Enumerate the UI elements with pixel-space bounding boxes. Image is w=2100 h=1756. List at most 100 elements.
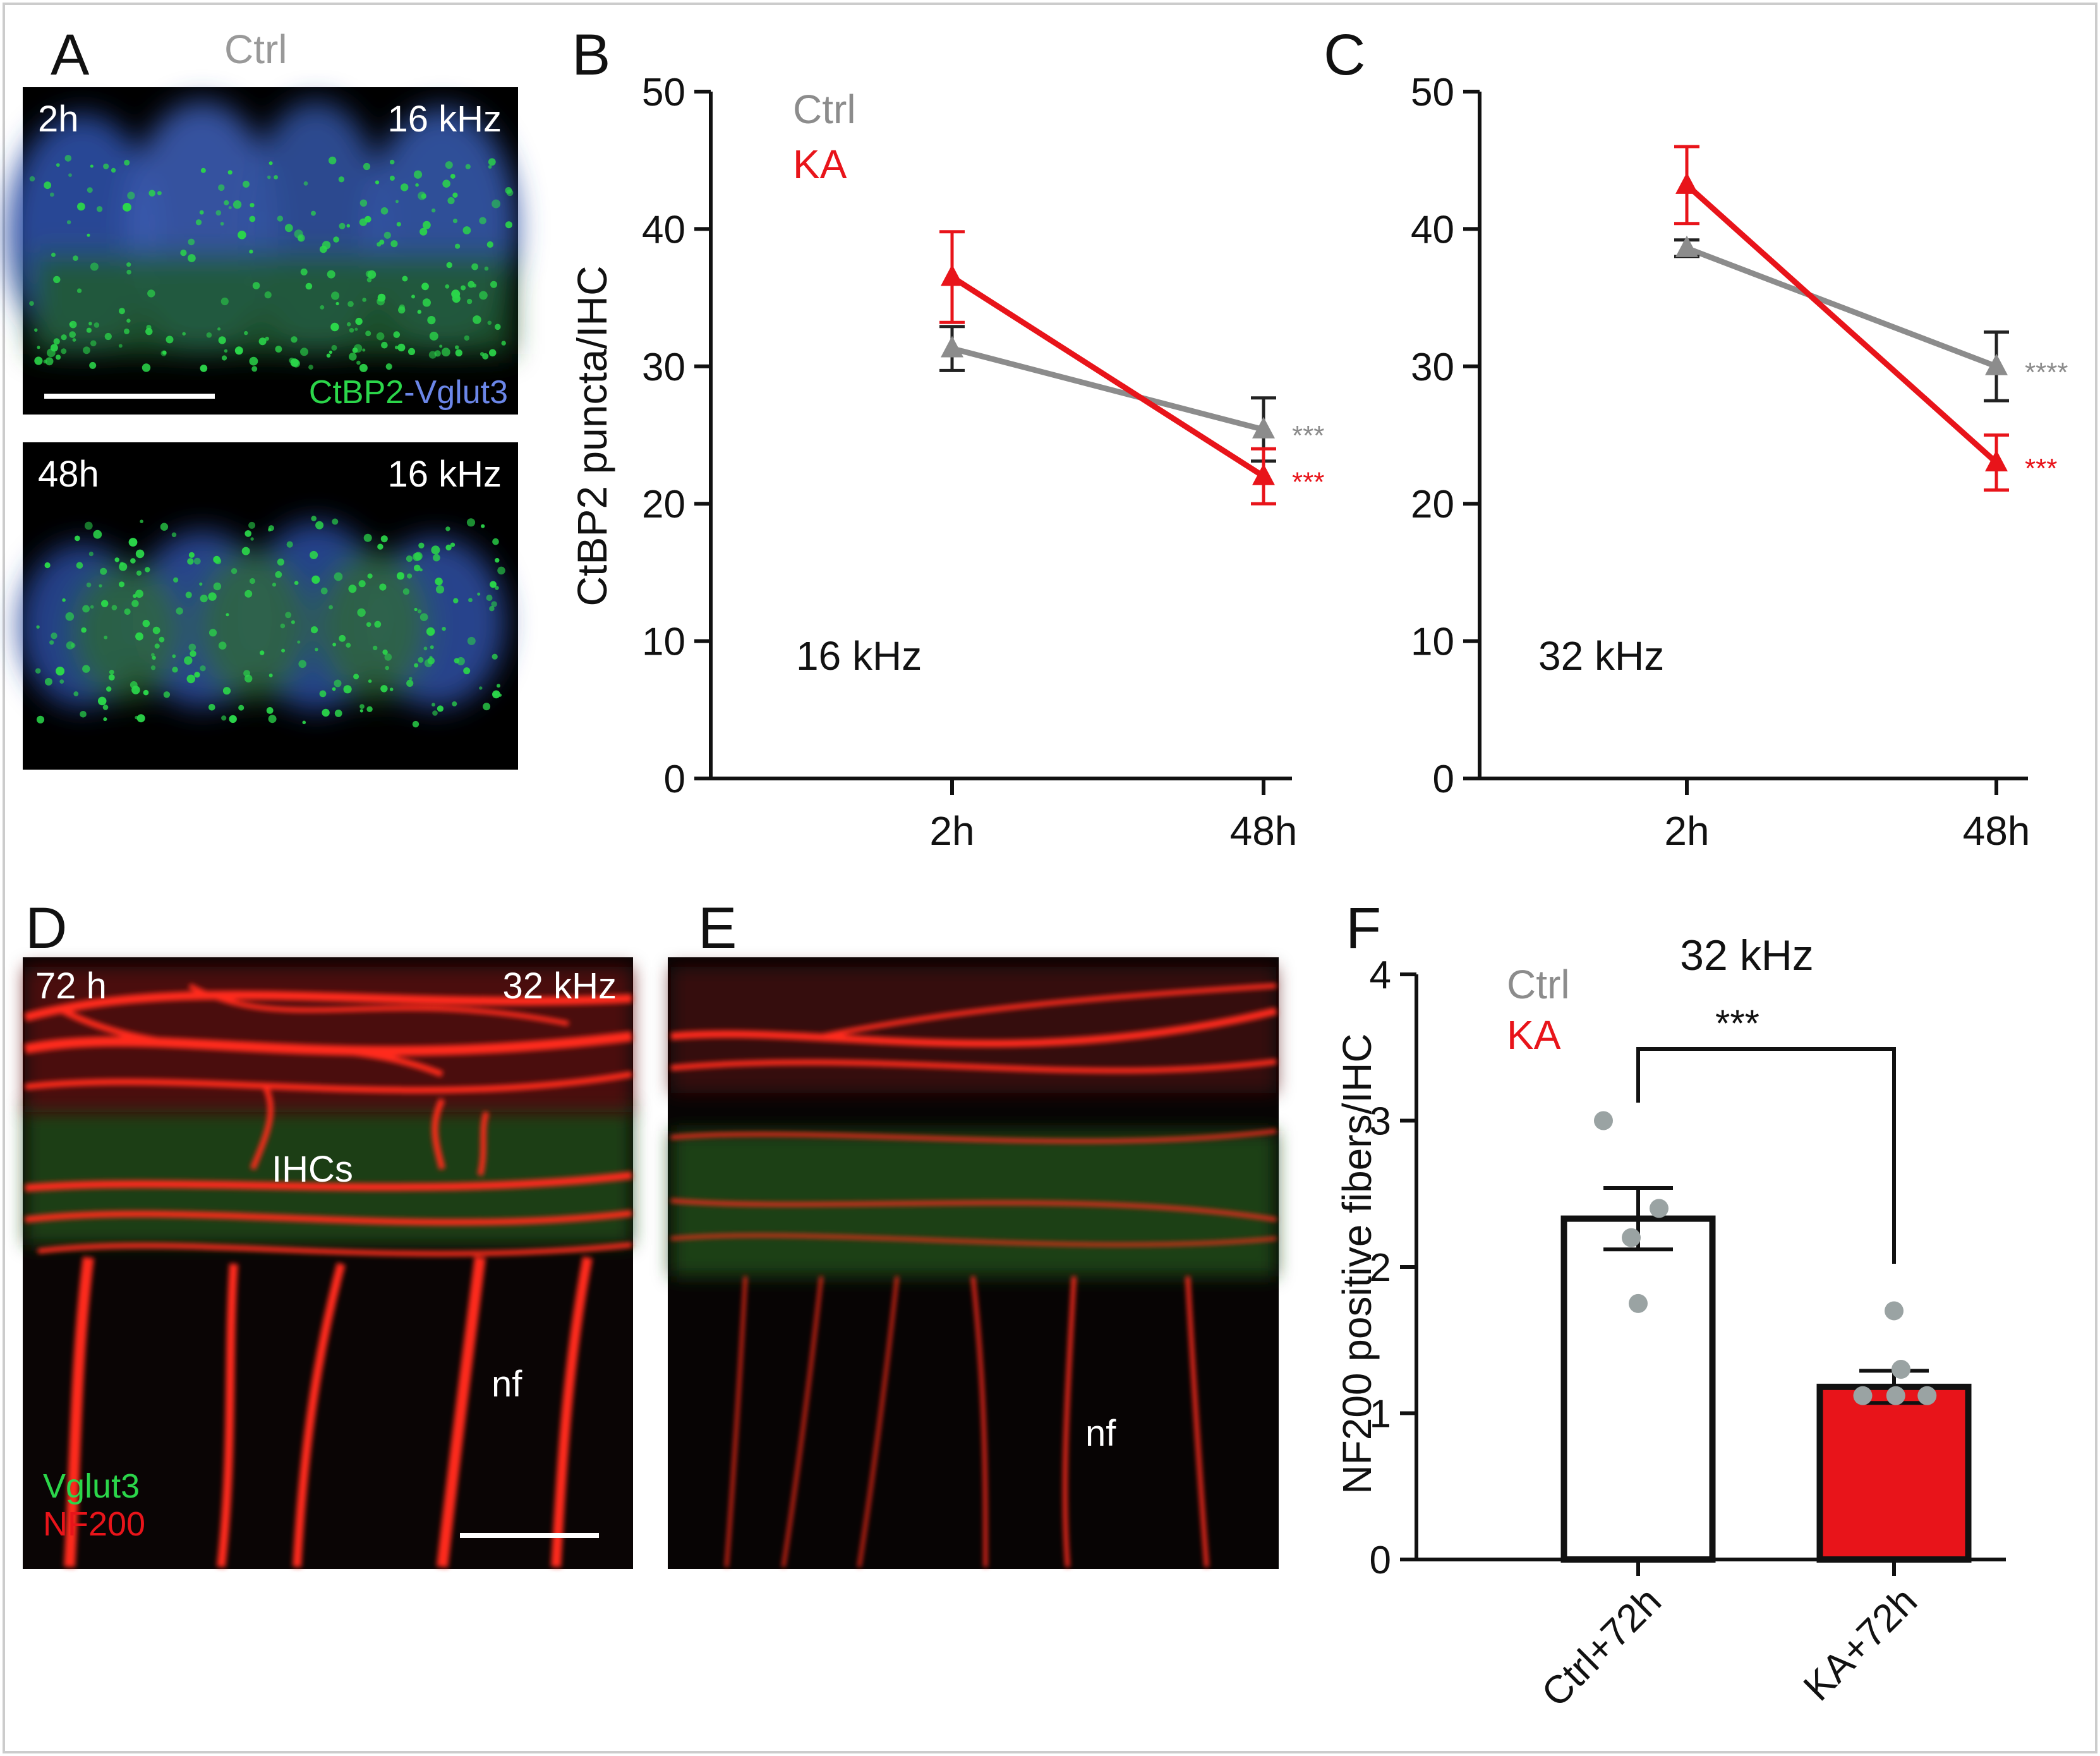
- y-tick-label: 40: [1411, 208, 1454, 251]
- significance-ka: ***: [1292, 467, 1324, 498]
- ctbp2-punctum: [142, 619, 150, 627]
- ctbp2-punctum: [294, 581, 299, 585]
- ctbp2-punctum: [339, 222, 346, 229]
- f-legend-ka: KA: [1507, 1012, 1561, 1058]
- ctbp2-punctum: [199, 582, 203, 586]
- ctbp2-punctum: [435, 585, 445, 594]
- ctbp2-punctum: [264, 291, 272, 299]
- ctbp2-punctum: [290, 358, 299, 367]
- bar-ctrl-72h: [1560, 1215, 1716, 1563]
- ctbp2-punctum: [329, 156, 337, 165]
- ctbp2-punctum: [234, 346, 243, 355]
- ctbp2-punctum: [359, 199, 368, 207]
- ctbp2-punctum: [291, 620, 295, 624]
- ctbp2-punctum: [481, 524, 485, 528]
- ctbp2-punctum: [250, 537, 254, 541]
- ctbp2-punctum: [184, 656, 193, 665]
- stain-ctbp2: CtBP2: [309, 374, 404, 411]
- ctbp2-punctum: [104, 332, 112, 341]
- ctbp2-punctum: [36, 625, 40, 629]
- ctbp2-punctum: [375, 180, 380, 185]
- ctbp2-punctum: [229, 715, 237, 724]
- ctbp2-punctum: [44, 181, 52, 190]
- significance-bracket: [1636, 1047, 1896, 1264]
- ctbp2-punctum: [488, 158, 496, 166]
- ctbp2-punctum: [68, 173, 72, 177]
- ctbp2-punctum: [417, 310, 421, 314]
- data-point-ctrl: [1252, 416, 1275, 439]
- label-nf-d: nf: [492, 1364, 522, 1405]
- ctbp2-punctum: [114, 557, 119, 562]
- ctbp2-punctum: [302, 720, 306, 725]
- data-point-ka: [1675, 172, 1698, 194]
- ctbp2-punctum: [466, 298, 473, 305]
- ctbp2-punctum: [269, 161, 273, 166]
- ctbp2-punctum: [221, 715, 227, 721]
- ctbp2-punctum: [200, 365, 208, 372]
- ctbp2-punctum: [248, 521, 256, 529]
- ctbp2-punctum: [473, 315, 481, 324]
- ctbp2-punctum: [154, 643, 160, 649]
- ctbp2-punctum: [382, 649, 388, 655]
- ctbp2-punctum: [447, 197, 455, 205]
- ctbp2-punctum: [311, 575, 320, 584]
- ctbp2-punctum: [424, 659, 433, 667]
- ctbp2-punctum: [381, 341, 388, 349]
- ctbp2-punctum: [429, 331, 438, 341]
- ctbp2-punctum: [126, 269, 131, 275]
- ctbp2-punctum: [310, 626, 318, 634]
- chart-b: CtBP2 puncta/IHC Ctrl KA 16 kHz 0 10 20 30 4…: [569, 71, 1324, 854]
- ctbp2-punctum: [389, 687, 394, 691]
- ctbp2-punctum: [401, 183, 409, 191]
- ctbp2-punctum: [343, 685, 352, 694]
- ctbp2-punctum: [329, 605, 333, 610]
- ctbp2-punctum: [452, 192, 458, 198]
- ctbp2-punctum: [34, 356, 43, 365]
- ctbp2-punctum: [419, 568, 423, 572]
- ctbp2-punctum: [451, 289, 461, 299]
- ctbp2-punctum: [363, 162, 371, 171]
- ctbp2-punctum: [334, 710, 342, 717]
- ctbp2-punctum: [135, 632, 143, 641]
- ctbp2-punctum: [99, 584, 102, 588]
- ctbp2-punctum: [96, 206, 103, 212]
- ctbp2-punctum: [188, 552, 195, 559]
- ctbp2-punctum: [353, 674, 359, 680]
- ctbp2-punctum: [426, 627, 435, 636]
- ctbp2-punctum: [359, 363, 368, 372]
- ctbp2-punctum: [439, 344, 443, 348]
- ctbp2-punctum: [446, 262, 452, 269]
- ctbp2-punctum: [486, 595, 493, 602]
- ctbp2-punctum: [226, 613, 229, 617]
- ctbp2-punctum: [86, 582, 92, 588]
- ctbp2-punctum: [213, 555, 220, 564]
- y-tick-label: 1: [1370, 1393, 1391, 1436]
- f-significance: ***: [1715, 1002, 1759, 1045]
- ctbp2-punctum: [152, 626, 160, 634]
- ctbp2-punctum: [418, 542, 425, 548]
- ctbp2-punctum: [335, 301, 339, 306]
- ctbp2-punctum: [244, 674, 253, 683]
- ctbp2-punctum: [66, 220, 71, 224]
- ctbp2-punctum: [419, 613, 428, 621]
- ctbp2-punctum: [135, 590, 143, 598]
- ctbp2-punctum: [274, 175, 278, 179]
- ctbp2-punctum: [142, 363, 151, 372]
- e-nerve-fibers: [670, 983, 1277, 1568]
- ctbp2-punctum: [319, 245, 327, 253]
- ctbp2-punctum: [145, 567, 150, 572]
- ctbp2-punctum: [452, 219, 458, 224]
- f-title: 32 kHz: [1680, 931, 1814, 979]
- y-tick-label: 0: [664, 758, 685, 801]
- ctbp2-punctum: [160, 523, 169, 531]
- ctbp2-punctum: [320, 587, 328, 595]
- ctbp2-punctum: [29, 176, 35, 182]
- ctbp2-punctum: [377, 543, 383, 550]
- ctbp2-punctum: [188, 254, 196, 262]
- ctbp2-punctum: [188, 643, 196, 651]
- panel-label-a: A: [51, 23, 90, 87]
- ctbp2-punctum: [228, 206, 232, 210]
- ctbp2-punctum: [315, 521, 324, 530]
- ctbp2-puncta-top: [29, 155, 514, 372]
- series-line-ctrl: [1686, 245, 1998, 370]
